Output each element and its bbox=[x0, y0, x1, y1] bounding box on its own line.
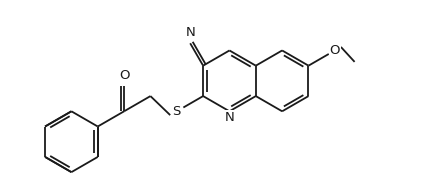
Text: O: O bbox=[330, 44, 340, 57]
Text: S: S bbox=[173, 105, 181, 118]
Text: N: N bbox=[225, 111, 234, 124]
Text: O: O bbox=[119, 69, 130, 82]
Text: N: N bbox=[185, 26, 195, 39]
